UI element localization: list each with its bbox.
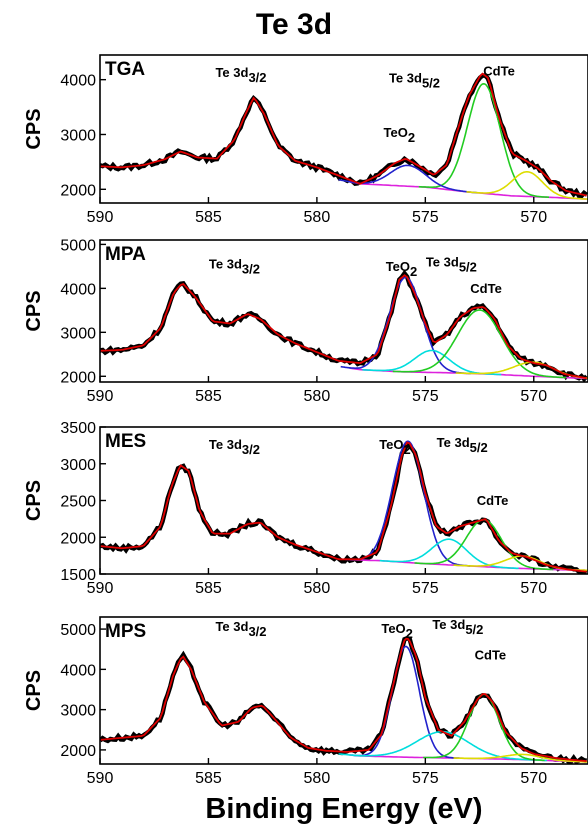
y-tick-label: 3000 (60, 325, 96, 342)
y-tick-label: 5000 (60, 237, 96, 254)
fit-envelope (100, 72, 587, 197)
peak-annotation: TeO2 (386, 259, 418, 279)
panel-mps: 590 585 580 575 570 2000 3000 4000 5000 CPS MPS Te … (23, 616, 588, 787)
peak-annotation: Te 3d3/2 (215, 65, 266, 85)
plot-frame (99, 616, 588, 765)
y-tick-label: 2000 (60, 182, 96, 199)
y-tick-label: 4000 (60, 73, 96, 90)
component-yellow (466, 171, 588, 200)
x-tick-label: 575 (412, 580, 439, 597)
x-tick-label: 575 (412, 770, 439, 787)
raw-data-series (100, 269, 588, 382)
x-tick-label: 575 (412, 209, 439, 226)
peak-annotation: Te 3d5/2 (432, 617, 483, 637)
x-tick-label: 580 (304, 388, 331, 405)
panel-label: MPS (105, 621, 146, 642)
x-tick-label: 580 (304, 209, 331, 226)
y-tick-label: 1500 (60, 567, 96, 584)
component-cdte (418, 82, 549, 198)
plot-area (100, 269, 588, 382)
panel-mpa: 590 585 580 575 570 2000 3000 4000 5000 CPS MPA Te … (23, 237, 588, 405)
x-tick-label: 590 (87, 580, 114, 597)
x-tick-label: 570 (520, 580, 547, 597)
component-cdte (392, 309, 567, 379)
component-yellow (453, 753, 588, 763)
peak-annotation: Te 3d3/2 (209, 257, 260, 277)
plot-area (100, 72, 588, 200)
plot-frame (99, 239, 588, 383)
panel-label: MPA (105, 244, 146, 265)
y-tick-label: 5000 (60, 622, 96, 639)
y-tick-label: 4000 (60, 662, 96, 679)
x-tick-label: 585 (195, 770, 222, 787)
y-tick-label: 4000 (60, 281, 96, 298)
peak-annotation: TeO2 (384, 125, 416, 145)
panel-label: TGA (105, 59, 145, 80)
x-tick-label: 575 (412, 388, 439, 405)
y-axis-label: CPS (23, 480, 45, 521)
x-tick-label: 570 (520, 770, 547, 787)
plot-frame (99, 426, 588, 575)
peak-annotation: CdTe (475, 647, 507, 662)
y-tick-label: 3500 (60, 420, 96, 437)
y-tick-label: 2000 (60, 530, 96, 547)
y-axis-label: CPS (23, 290, 45, 331)
component-cyan (362, 349, 502, 376)
x-tick-label: 590 (87, 209, 114, 226)
plot-frame (99, 54, 588, 204)
peak-annotation: Te 3d5/2 (389, 70, 440, 90)
y-axis-label: CPS (23, 108, 45, 149)
y-tick-label: 2000 (60, 743, 96, 760)
fit-envelope (100, 636, 587, 762)
fit-envelope (100, 441, 587, 573)
component-teo2 (338, 164, 478, 194)
y-tick-label: 3000 (60, 703, 96, 720)
component-teo2 (340, 276, 471, 375)
x-tick-label: 590 (87, 770, 114, 787)
x-tick-label: 580 (304, 770, 331, 787)
x-tick-label: 580 (304, 580, 331, 597)
raw-data-series (100, 635, 588, 764)
component-teo2 (351, 645, 460, 759)
component-cyan (379, 538, 519, 570)
fit-envelope (100, 274, 587, 380)
y-tick-label: 2500 (60, 494, 96, 511)
x-tick-label: 590 (87, 388, 114, 405)
chart-title: Te 3d (255, 8, 333, 41)
panel-tga: 590 585 580 575 570 2000 3000 4000 CPS TGA Te 3d3/… (23, 54, 588, 226)
peak-annotation: Te 3d5/2 (437, 435, 488, 455)
peak-annotation: CdTe (477, 493, 509, 508)
plot-area (100, 635, 588, 764)
y-tick-label: 2000 (60, 369, 96, 386)
y-tick-label: 3000 (60, 457, 96, 474)
x-tick-label: 585 (195, 388, 222, 405)
y-axis-label: CPS (23, 670, 45, 711)
x-tick-label: 585 (195, 580, 222, 597)
peak-annotation: CdTe (470, 281, 502, 296)
x-tick-label: 570 (520, 209, 547, 226)
y-tick-label: 3000 (60, 127, 96, 144)
peak-annotation: Te 3d3/2 (209, 437, 260, 457)
panel-mes: 590 585 580 575 570 1500 2000 2500 3000 3500 CPS ME… (23, 420, 588, 597)
peak-annotation: Te 3d3/2 (215, 619, 266, 639)
peak-annotation: CdTe (483, 63, 515, 78)
peak-annotation: Te 3d5/2 (426, 254, 477, 274)
x-axis-label: Binding Energy (eV) (205, 793, 483, 825)
panel-label: MES (105, 431, 146, 452)
component-teo2 (345, 440, 471, 567)
x-tick-label: 570 (520, 388, 547, 405)
peak-annotation: TeO2 (381, 621, 413, 641)
x-tick-label: 585 (195, 209, 222, 226)
plot-area (100, 440, 588, 574)
peak-annotation: TeO2 (379, 437, 411, 457)
